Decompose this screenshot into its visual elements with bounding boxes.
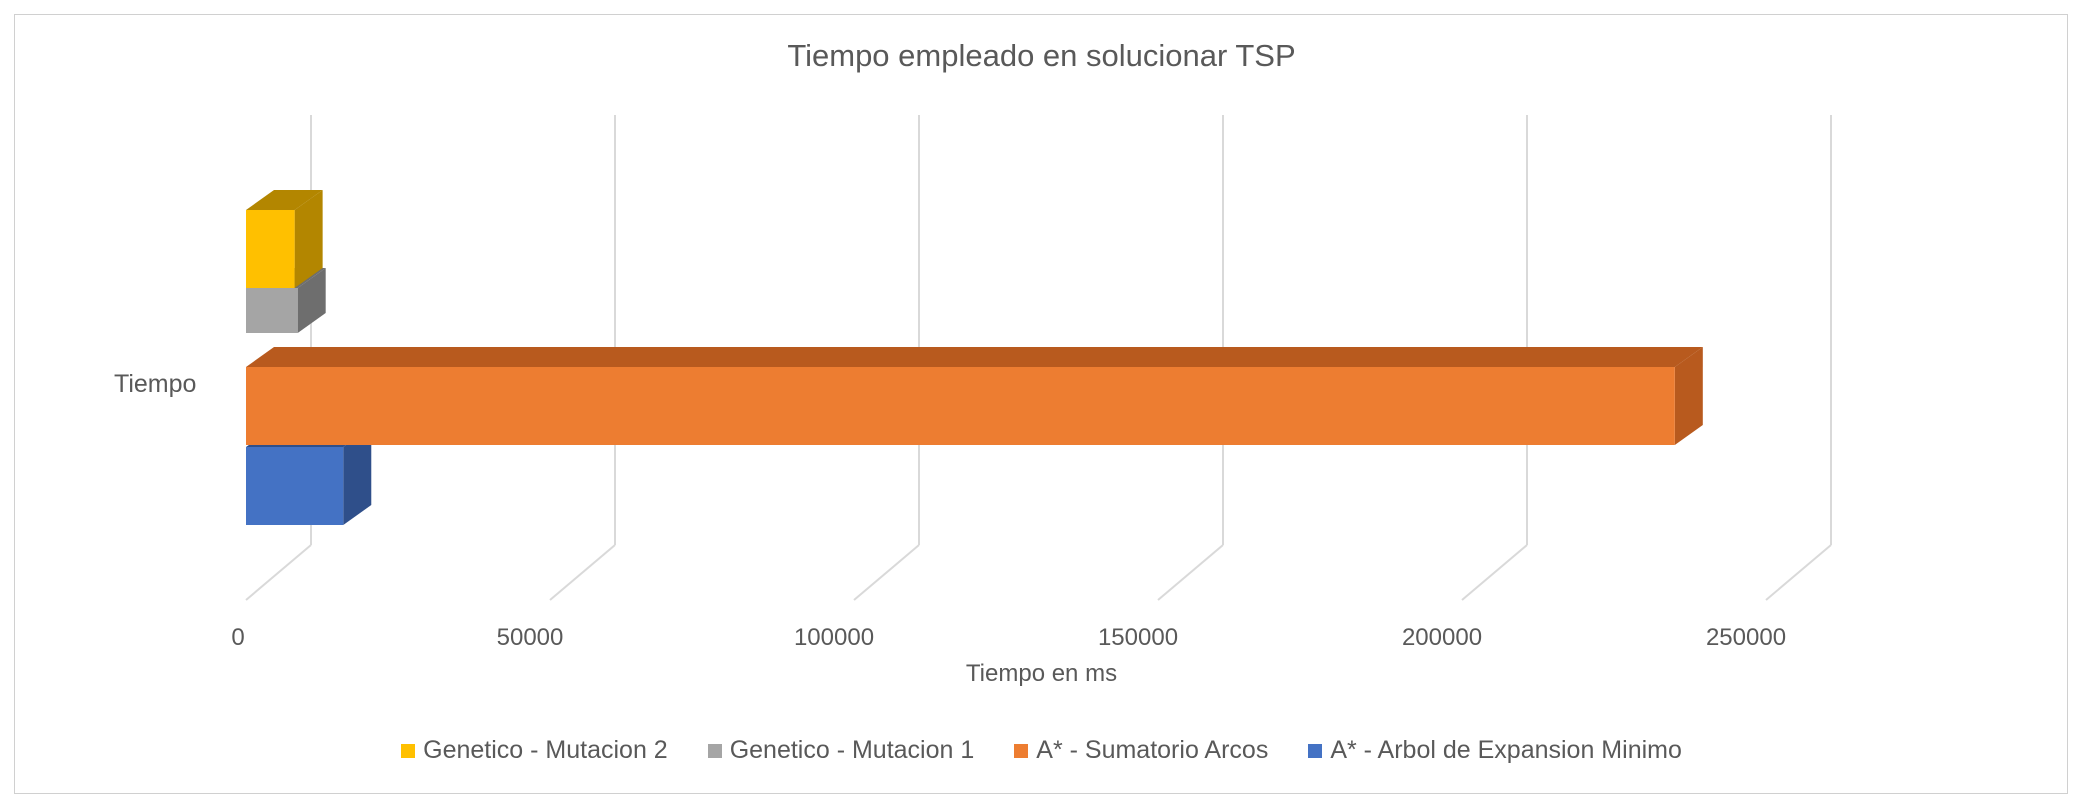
legend-item: Genetico - Mutacion 2: [401, 736, 668, 765]
gridline-floor: [1766, 545, 1831, 600]
bar: [246, 367, 1675, 445]
legend-label: A* - Arbol de Expansion Minimo: [1330, 736, 1682, 765]
x-tick-label: 50000: [497, 624, 564, 651]
legend-swatch: [1308, 744, 1322, 758]
legend-label: Genetico - Mutacion 2: [423, 736, 668, 765]
legend-item: A* - Sumatorio Arcos: [1014, 736, 1268, 765]
bar: [246, 210, 295, 288]
legend: Genetico - Mutacion 2 Genetico - Mutacion…: [0, 736, 2083, 765]
x-tick-label: 0: [231, 624, 244, 651]
legend-swatch: [708, 744, 722, 758]
bar: [246, 447, 343, 525]
legend-item: A* - Arbol de Expansion Minimo: [1308, 736, 1682, 765]
bar-top-face: [246, 347, 1703, 367]
x-tick-label: 150000: [1098, 624, 1178, 651]
legend-item: Genetico - Mutacion 1: [708, 736, 975, 765]
gridline-floor: [854, 545, 919, 600]
x-tick-label: 250000: [1706, 624, 1786, 651]
legend-swatch: [1014, 744, 1028, 758]
legend-swatch: [401, 744, 415, 758]
gridline-floor: [246, 545, 311, 600]
gridline-floor: [550, 545, 615, 600]
legend-label: A* - Sumatorio Arcos: [1036, 736, 1268, 765]
legend-label: Genetico - Mutacion 1: [730, 736, 975, 765]
bar: [246, 288, 298, 333]
gridline-floor: [1462, 545, 1527, 600]
gridline-floor: [1158, 545, 1223, 600]
x-axis-title: Tiempo en ms: [0, 660, 2083, 688]
x-tick-label: 200000: [1402, 624, 1482, 651]
x-tick-label: 100000: [794, 624, 874, 651]
